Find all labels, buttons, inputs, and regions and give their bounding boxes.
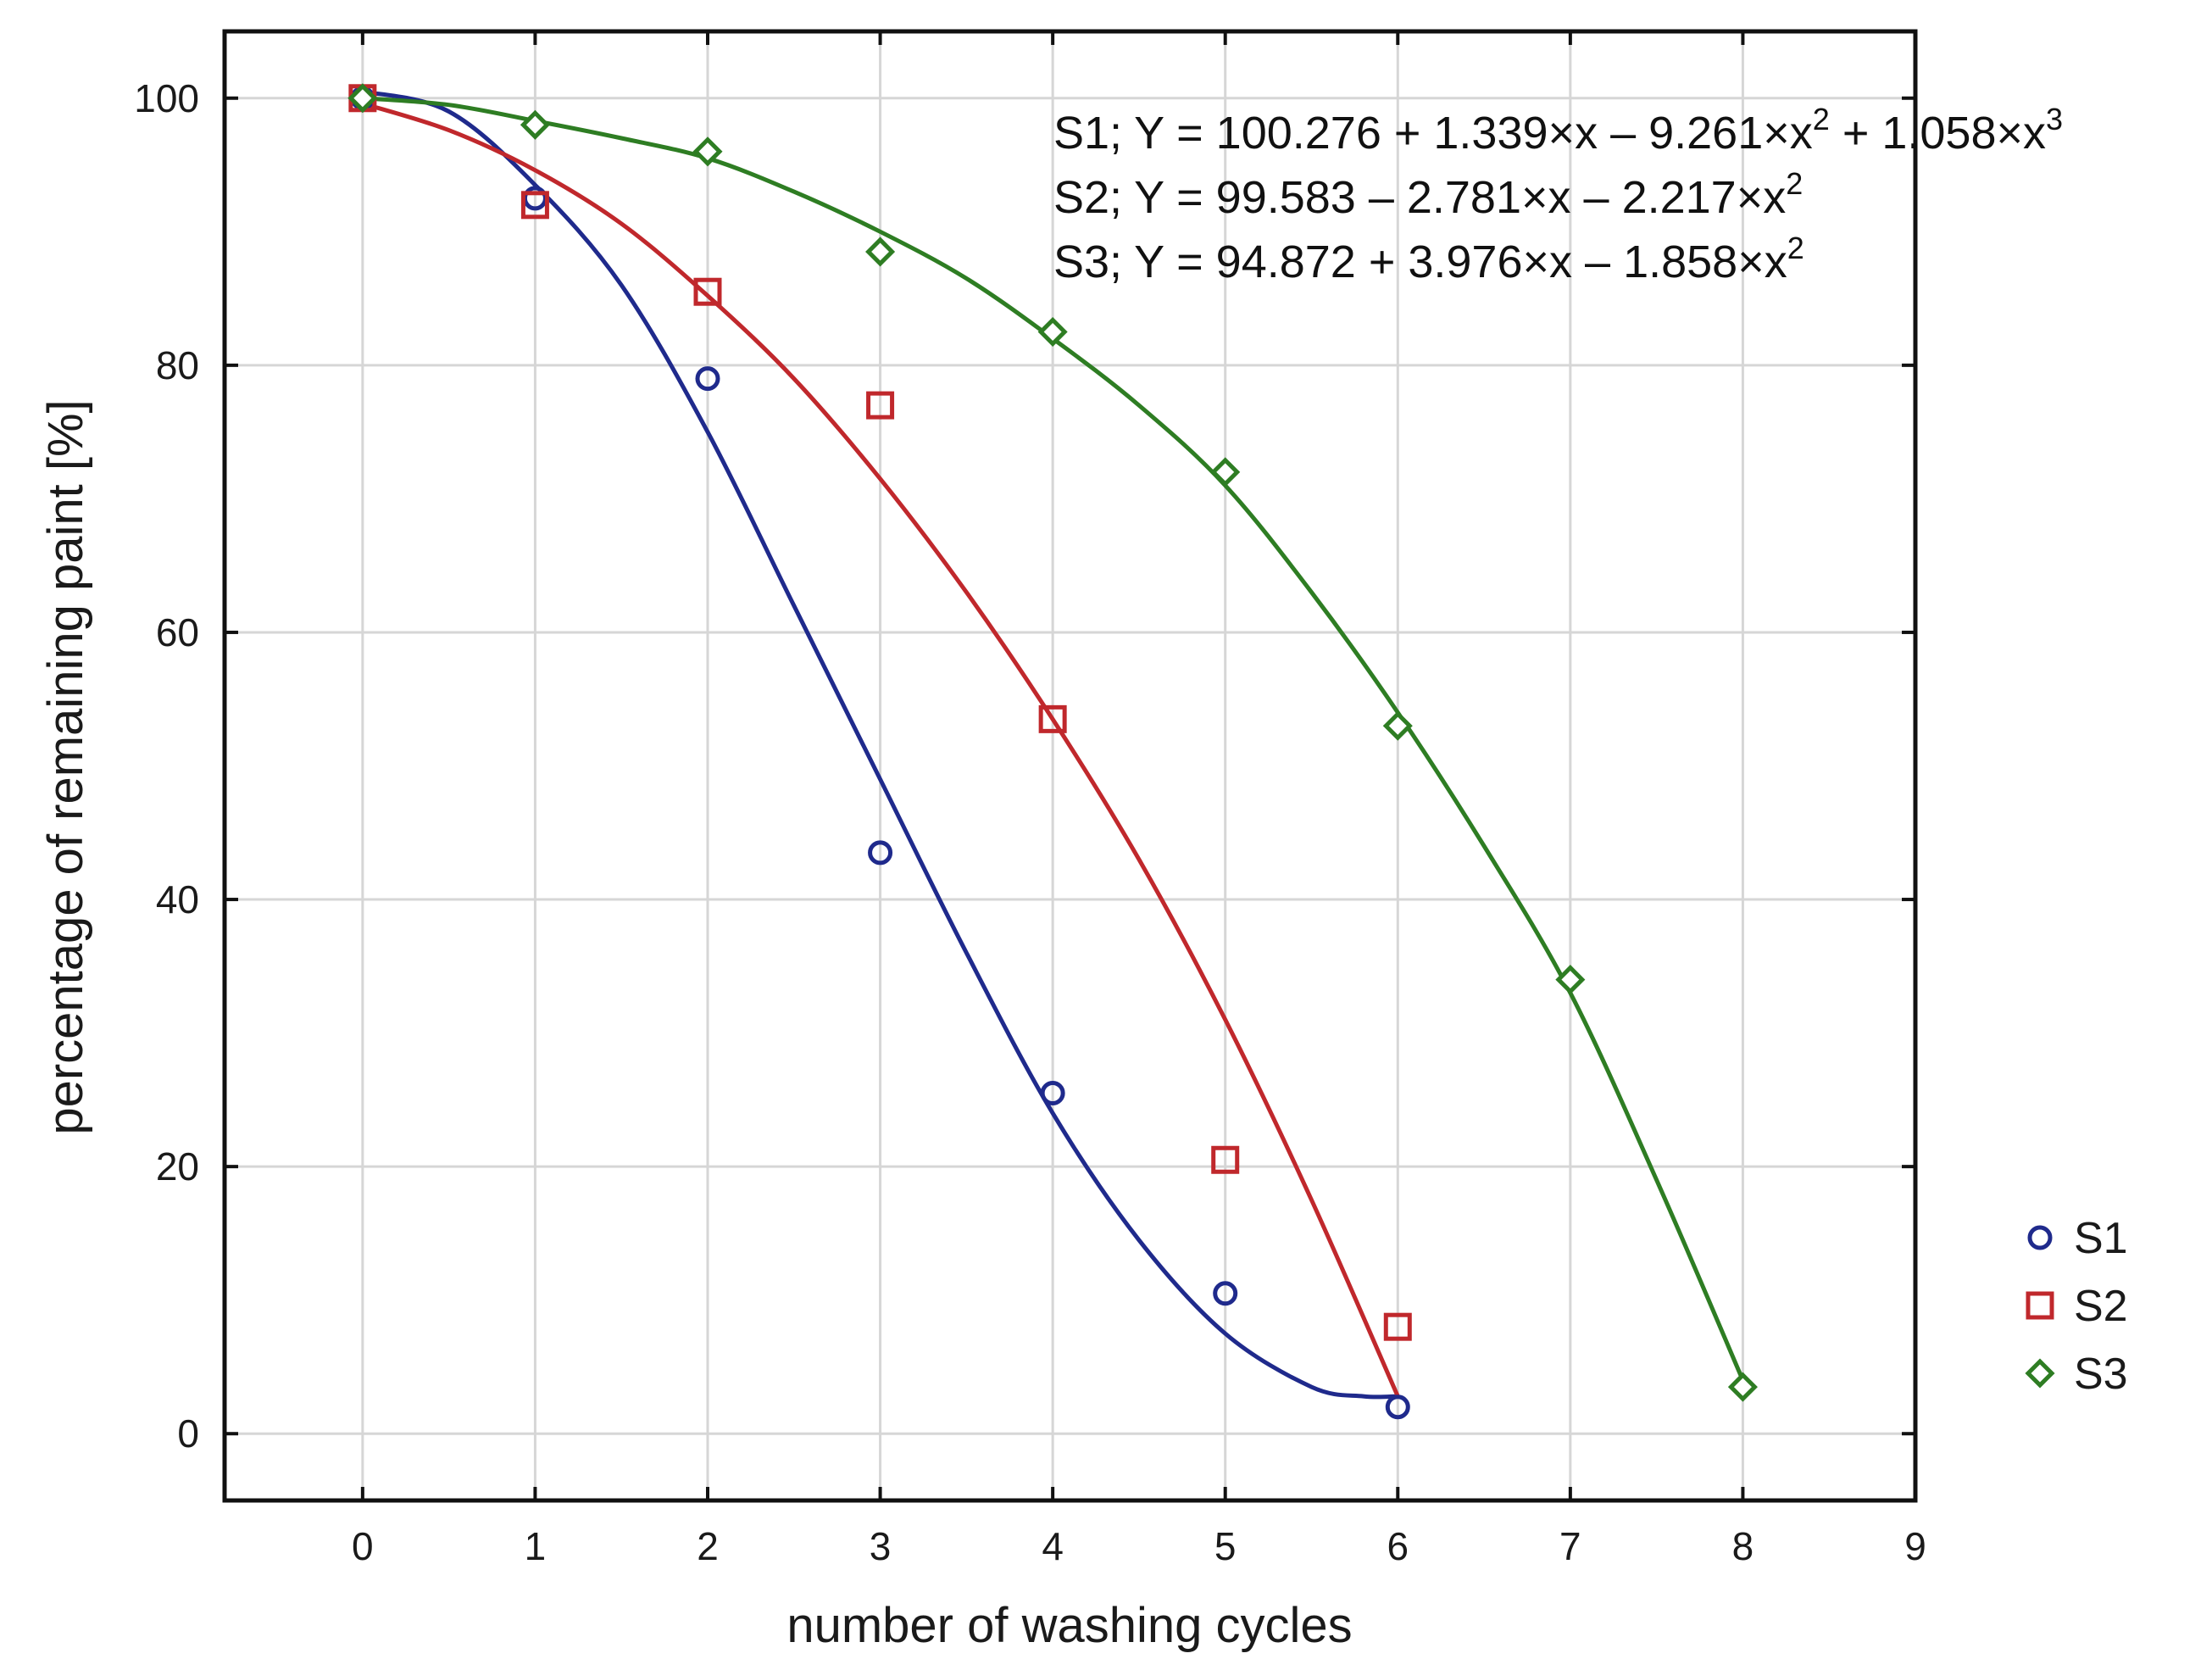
equation-term: + 1.058×x xyxy=(1830,108,2046,159)
legend-marker-s2 xyxy=(2026,1291,2054,1320)
y-tick-label: 0 xyxy=(177,1411,199,1456)
point-s2 xyxy=(520,191,549,220)
x-tick-label: 7 xyxy=(1559,1524,1581,1568)
point-s2 xyxy=(1038,704,1067,733)
point-s3 xyxy=(1555,965,1586,995)
point-s3 xyxy=(1382,710,1413,741)
x-tick-label: 8 xyxy=(1732,1524,1754,1568)
legend: S1 S2 S3 xyxy=(2025,1214,2128,1399)
fit-curve-s1 xyxy=(362,89,1398,1400)
point-s1 xyxy=(1385,1394,1410,1420)
legend-marker-s1 xyxy=(2027,1225,2053,1250)
point-s3 xyxy=(1037,316,1068,348)
equation-s1: S1; Y = 100.276 + 1.339×x – 9.261×x2 + 1… xyxy=(1053,102,2063,159)
fit-curve-s2 xyxy=(362,101,1400,1398)
equation-main: S1; Y = 100.276 + 1.339×x – 9.261×x xyxy=(1053,108,1813,159)
point-s1 xyxy=(695,366,720,392)
point-s1 xyxy=(1040,1080,1065,1105)
point-s3 xyxy=(1210,457,1241,487)
point-s3 xyxy=(347,83,378,114)
legend-marker-s3 xyxy=(2025,1358,2055,1389)
equation-exponent: 2 xyxy=(1786,166,1803,201)
x-tick-label: 0 xyxy=(352,1524,374,1568)
point-s3 xyxy=(1727,1372,1758,1402)
x-tick-label: 2 xyxy=(697,1524,719,1568)
point-s3 xyxy=(865,237,896,267)
x-tick-label: 3 xyxy=(870,1524,892,1568)
y-tick-label: 60 xyxy=(156,610,199,654)
x-tick-label: 5 xyxy=(1214,1524,1237,1568)
legend-label-s1: S1 xyxy=(2074,1214,2128,1263)
fit-equations: S1; Y = 100.276 + 1.339×x – 9.261×x2 + 1… xyxy=(1053,102,2063,287)
y-axis-ticks: 0 20 40 60 80 100 xyxy=(134,76,1915,1456)
equation-exponent: 2 xyxy=(1813,102,1830,136)
equation-main: S3; Y = 94.872 + 3.976×x – 1.858×x xyxy=(1053,237,1787,287)
y-tick-label: 20 xyxy=(156,1144,199,1188)
point-s1 xyxy=(868,840,893,866)
y-axis-title: percentage of remaining paint [%] xyxy=(38,399,93,1134)
point-s2 xyxy=(866,391,895,420)
y-tick-label: 100 xyxy=(134,76,199,120)
equation-s3: S3; Y = 94.872 + 3.976×x – 1.858×x2 xyxy=(1053,231,1804,287)
equation-exponent: 2 xyxy=(1787,231,1804,265)
x-tick-label: 9 xyxy=(1904,1524,1926,1568)
point-s3 xyxy=(692,136,723,167)
point-s1 xyxy=(1213,1281,1238,1306)
data-points xyxy=(347,83,1758,1420)
point-s2 xyxy=(693,277,722,306)
equation-exponent: 3 xyxy=(2046,102,2063,136)
x-tick-label: 4 xyxy=(1042,1524,1064,1568)
x-axis-title: number of washing cycles xyxy=(786,1598,1352,1653)
point-s3 xyxy=(520,109,550,140)
legend-label-s3: S3 xyxy=(2074,1350,2128,1399)
equation-s2: S2; Y = 99.583 – 2.781×x – 2.217×x2 xyxy=(1053,166,1803,223)
point-s2 xyxy=(1383,1312,1412,1341)
x-tick-label: 1 xyxy=(525,1524,547,1568)
equation-main: S2; Y = 99.583 – 2.781×x – 2.217×x xyxy=(1053,172,1786,223)
y-tick-label: 80 xyxy=(156,343,199,387)
plot-frame xyxy=(222,29,1918,1503)
x-axis-ticks: 0 1 2 3 4 5 6 7 8 9 xyxy=(352,31,1926,1568)
x-tick-label: 6 xyxy=(1387,1524,1409,1568)
point-s2 xyxy=(1211,1145,1240,1174)
y-tick-label: 40 xyxy=(156,877,199,921)
legend-label-s2: S2 xyxy=(2074,1282,2128,1331)
